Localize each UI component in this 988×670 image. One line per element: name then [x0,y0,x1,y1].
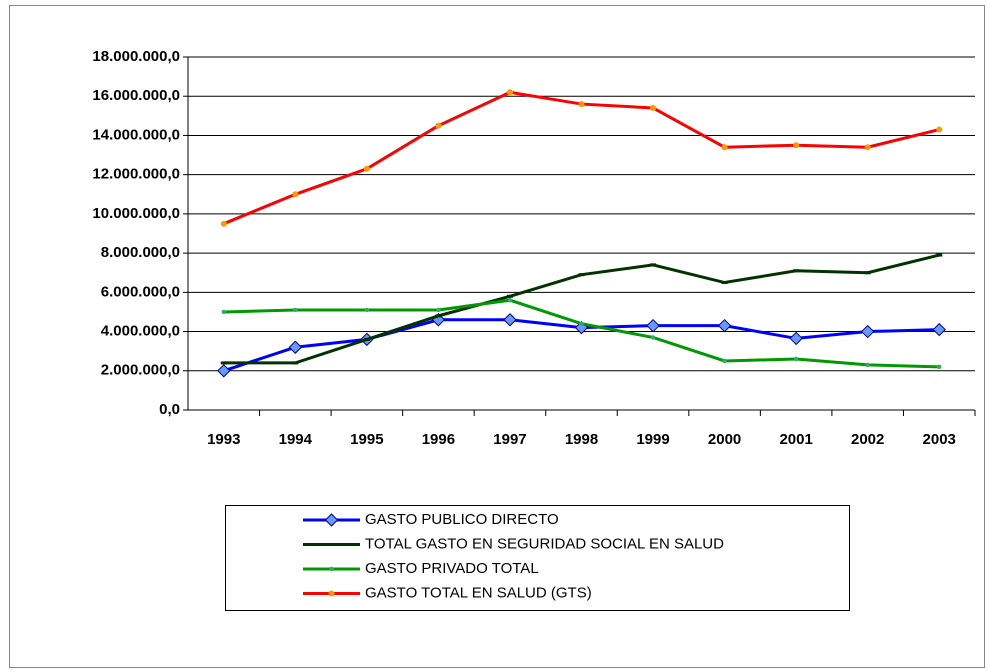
marker [650,104,657,111]
y-tick-label: 14.000.000,0 [92,126,180,143]
marker [220,220,227,227]
marker [936,126,943,133]
x-tick-label: 2002 [851,431,884,448]
marker [364,307,370,313]
marker [221,309,226,315]
marker [328,543,335,546]
marker [864,144,871,151]
marker [721,144,728,151]
marker [329,566,334,572]
y-tick-label: 6.000.000,0 [101,283,180,300]
marker [293,307,298,313]
x-tick-label: 1994 [279,431,313,448]
marker [864,271,871,275]
marker [435,122,442,129]
marker [793,356,799,362]
marker [506,294,513,298]
marker [793,142,800,149]
chart-border [9,5,985,668]
y-tick-label: 12.000.000,0 [92,166,180,183]
marker [288,340,303,354]
legend-label: GASTO PRIVADO TOTAL [365,560,539,577]
x-tick-label: 1998 [565,431,598,448]
marker [793,269,800,273]
y-tick-label: 0,0 [159,401,180,418]
marker [936,253,943,257]
x-tick-label: 1995 [350,431,383,448]
marker [292,191,299,198]
marker [363,165,370,172]
y-tick-label: 2.000.000,0 [101,362,180,379]
x-tick-label: 1996 [422,431,455,448]
y-tick-label: 8.000.000,0 [101,244,180,261]
marker [579,321,584,326]
x-tick-label: 2003 [923,431,956,448]
marker [220,361,227,365]
legend-label: GASTO TOTAL EN SALUD (GTS) [365,584,592,601]
x-tick-label: 1999 [636,431,669,448]
marker [328,590,335,597]
marker [292,361,299,365]
marker [646,318,660,333]
marker [578,273,585,277]
x-tick-label: 2000 [708,431,741,448]
y-tick-label: 4.000.000,0 [101,323,180,340]
marker [507,297,513,303]
legend-label: GASTO PUBLICO DIRECTO [365,511,559,528]
marker [506,89,513,96]
y-tick-label: 10.000.000,0 [92,205,180,222]
marker [650,335,656,340]
y-tick-label: 18.000.000,0 [92,48,180,65]
series-line [223,90,940,226]
marker [435,314,442,318]
marker [860,324,875,339]
marker [503,313,517,327]
marker [717,318,732,333]
marker [937,364,942,370]
x-tick-label: 1993 [207,431,240,448]
marker [578,101,585,108]
x-tick-label: 1997 [493,431,526,448]
marker [721,281,728,285]
x-tick-label: 2001 [779,431,812,448]
marker [865,362,870,368]
marker [436,307,441,313]
marker [650,263,657,267]
y-tick-label: 16.000.000,0 [92,87,180,104]
marker [722,358,727,364]
marker [324,513,339,527]
legend-label: TOTAL GASTO EN SEGURIDAD SOCIAL EN SALUD [365,535,724,552]
marker [932,322,946,337]
marker [217,364,231,378]
marker [363,337,370,341]
marker [789,331,803,346]
